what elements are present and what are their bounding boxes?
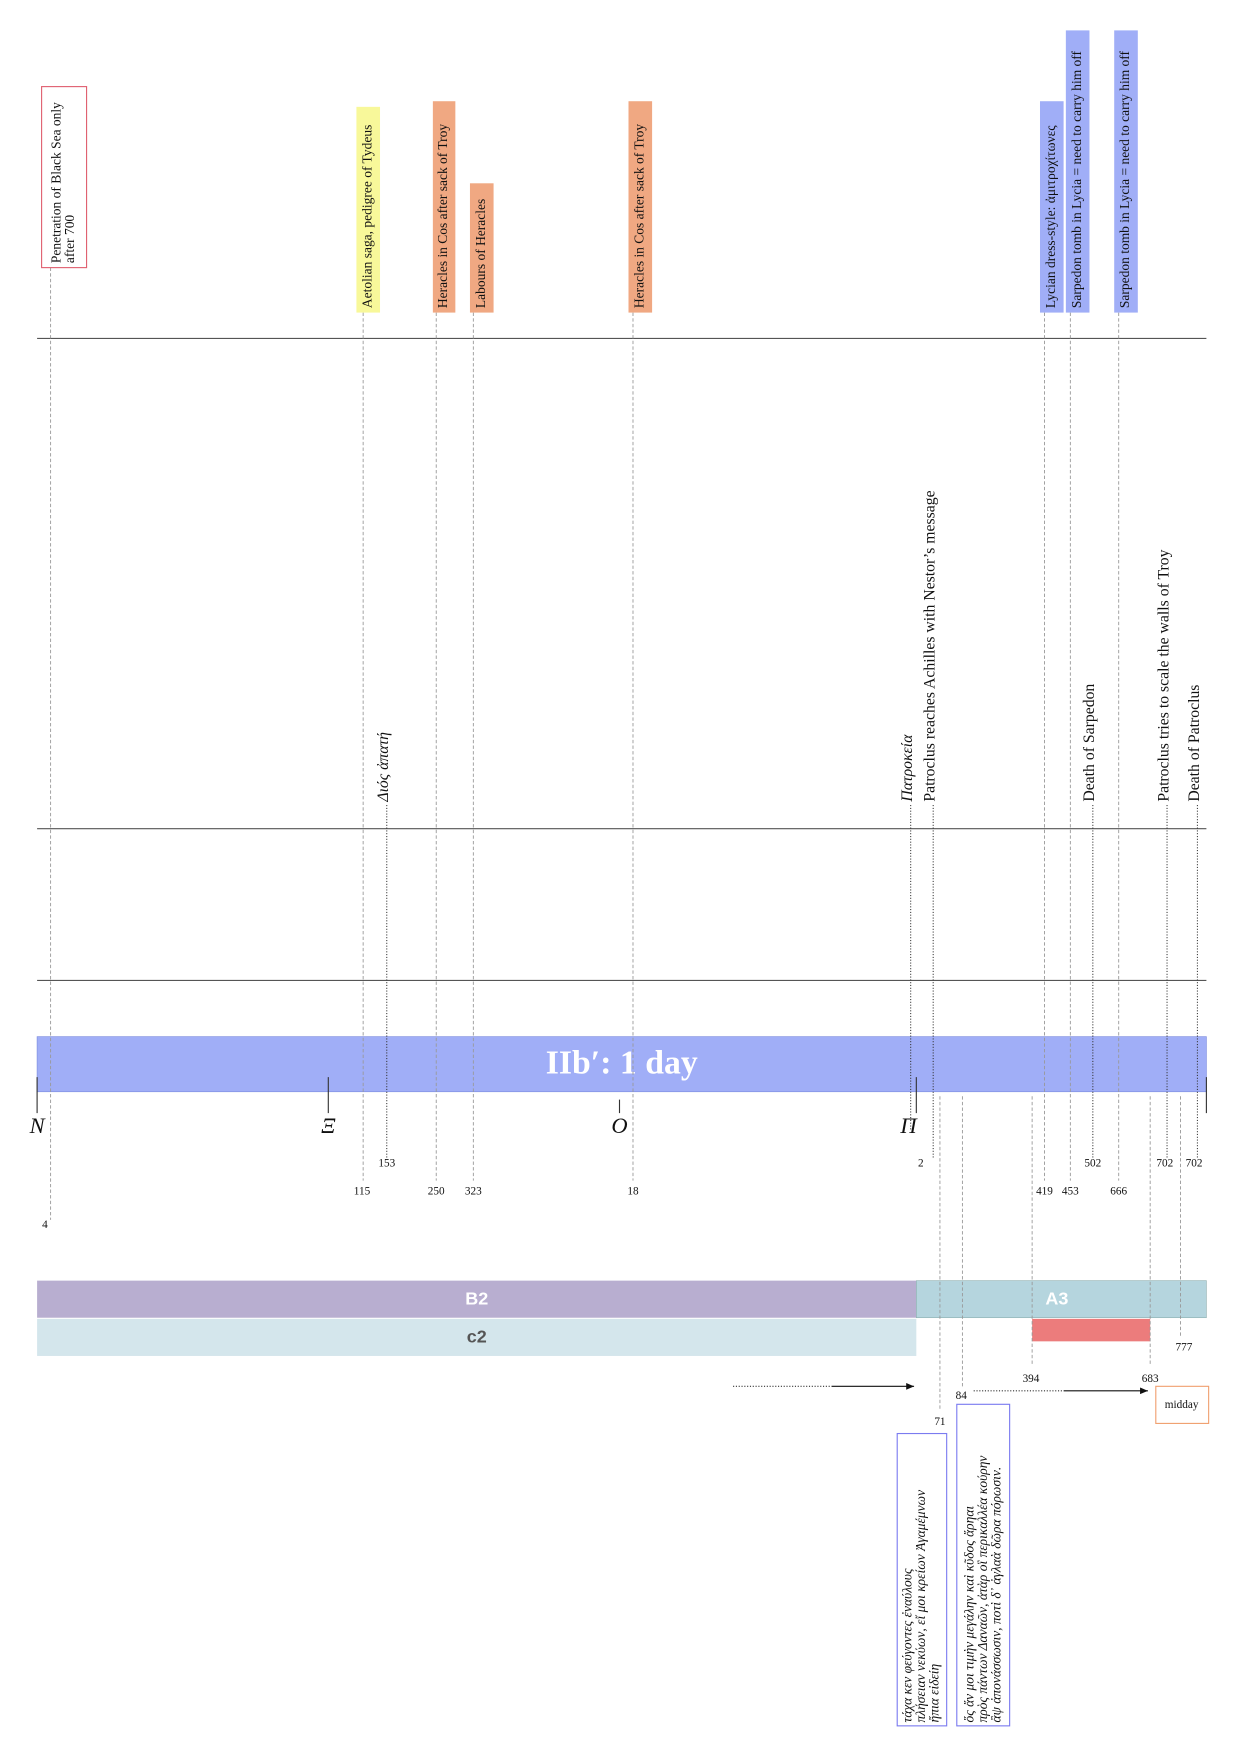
note-text: after 700 bbox=[62, 215, 77, 264]
event-label: Patroclus tries to scale the walls of Tr… bbox=[1155, 549, 1172, 801]
note-box bbox=[628, 101, 653, 313]
segment-c2 bbox=[37, 1318, 917, 1356]
line-number: 502 bbox=[1084, 1157, 1101, 1169]
day-band bbox=[36, 1036, 1207, 1093]
event-label: Πατροκεία bbox=[899, 734, 916, 803]
band-label: IIb′: 1 day bbox=[546, 1045, 698, 1082]
midday-box bbox=[1155, 1385, 1210, 1424]
quote-line: ὅς ἄν μοι τιμὴν μεγάλην καὶ κῦδος ἄρηαι bbox=[961, 1506, 976, 1723]
event-label: Διός ἀπατή bbox=[375, 732, 392, 803]
note-box bbox=[432, 101, 456, 313]
note-box bbox=[41, 86, 88, 269]
line-number: 453 bbox=[1062, 1185, 1079, 1197]
note-text: Aetolian saga, pedigree of Tydeus bbox=[359, 125, 374, 308]
segment-label: c2 bbox=[467, 1327, 487, 1347]
note-text: Labours of Heracles bbox=[473, 199, 488, 308]
line-number: 115 bbox=[354, 1185, 371, 1197]
note-text: Heracles in Cos after sack of Troy bbox=[631, 124, 646, 309]
quote-line: ἂψ ἀπονάσσωσιν, ποτὶ δ᾽ ἀγλαὰ δῶρα πόρωσ… bbox=[988, 1467, 1003, 1723]
quote-box bbox=[896, 1432, 948, 1727]
quote-line: πρὸς πάντων Δαναῶν, ἀτὰρ οἳ περικαλλέα κ… bbox=[975, 1456, 990, 1723]
line-number: 323 bbox=[465, 1185, 482, 1197]
line-number: 4 bbox=[42, 1219, 48, 1231]
quote-line: ἤπια εἰδείη bbox=[927, 1663, 942, 1722]
line-number: 153 bbox=[378, 1157, 395, 1169]
note-text: Heracles in Cos after sack of Troy bbox=[435, 124, 450, 309]
note-box bbox=[356, 106, 381, 313]
book-label: N bbox=[29, 1113, 47, 1138]
midday-label: midday bbox=[1165, 1399, 1199, 1411]
line-number: 666 bbox=[1110, 1185, 1127, 1197]
segment-number: 683 bbox=[1142, 1373, 1159, 1385]
segment-b2 bbox=[37, 1280, 917, 1318]
segment-label: B2 bbox=[465, 1288, 488, 1308]
segment-number: 71 bbox=[934, 1416, 945, 1428]
segment-number: 84 bbox=[956, 1390, 968, 1402]
note-text: Sarpedon tomb in Lycia = need to carry h… bbox=[1117, 50, 1132, 308]
note-text: Sarpedon tomb in Lycia = need to carry h… bbox=[1069, 50, 1084, 308]
note-text: Lycian dress-style: ἀμιτροχίτωνες bbox=[1043, 125, 1058, 308]
segment-label: A3 bbox=[1045, 1288, 1068, 1308]
book-label: O bbox=[611, 1113, 627, 1138]
line-number: 702 bbox=[1186, 1157, 1203, 1169]
line-number: 419 bbox=[1036, 1185, 1053, 1197]
segment-a3 bbox=[916, 1280, 1207, 1319]
book-label: Ξ bbox=[321, 1113, 336, 1138]
note-box bbox=[1114, 30, 1138, 313]
quote-line: πλήσειαν νεκύων, εἴ μοι κρείων Ἀγαμέμνων bbox=[913, 1490, 928, 1723]
note-text: Penetration of Black Sea only bbox=[48, 102, 63, 263]
note-box bbox=[469, 183, 494, 313]
book-label: Π bbox=[899, 1113, 918, 1138]
line-number: 2 bbox=[918, 1157, 924, 1169]
quote-box bbox=[956, 1403, 1011, 1727]
segment-number: 777 bbox=[1175, 1342, 1192, 1354]
event-label: Death of Sarpedon bbox=[1081, 684, 1098, 802]
red-span bbox=[1032, 1318, 1151, 1342]
line-number: 18 bbox=[627, 1185, 639, 1197]
quote-line: τάχα κεν φεύγοντες ἐναύλους bbox=[900, 1568, 915, 1722]
line-number: 250 bbox=[428, 1185, 445, 1197]
line-number: 702 bbox=[1156, 1157, 1173, 1169]
event-label: Death of Patroclus bbox=[1186, 685, 1203, 802]
segment-number: 394 bbox=[1023, 1373, 1040, 1385]
note-box bbox=[1065, 30, 1090, 313]
event-label: Patroclus reaches Achilles with Nestor’s… bbox=[922, 490, 939, 801]
note-box bbox=[1039, 101, 1064, 313]
